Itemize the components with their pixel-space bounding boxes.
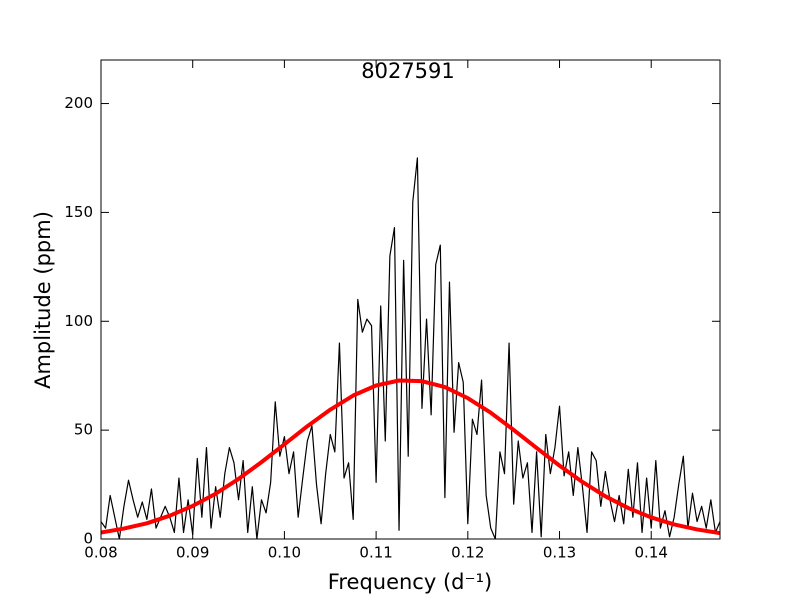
x-tick-label: 0.14 <box>635 544 668 562</box>
x-tick-label: 0.09 <box>176 544 209 562</box>
series-line <box>101 157 720 539</box>
y-axis-label: Amplitude (ppm) <box>31 211 55 389</box>
y-tick-label: 0 <box>83 530 93 548</box>
plot-frame <box>100 59 721 540</box>
plot-area <box>101 157 720 539</box>
x-tick-label: 0.10 <box>268 544 301 562</box>
x-tick-label: 0.08 <box>84 544 117 562</box>
x-tick-label: 0.11 <box>359 544 392 562</box>
y-tick-label: 200 <box>64 94 93 112</box>
y-tick-label: 100 <box>64 312 93 330</box>
x-tick-label: 0.12 <box>451 544 484 562</box>
chart-title: 8027591 <box>361 59 455 83</box>
series-line <box>101 378 720 536</box>
x-tick-label: 0.13 <box>543 544 576 562</box>
y-tick-label: 50 <box>74 421 93 439</box>
y-tick-label: 150 <box>64 203 93 221</box>
x-axis-label: Frequency (d⁻¹) <box>328 570 492 594</box>
